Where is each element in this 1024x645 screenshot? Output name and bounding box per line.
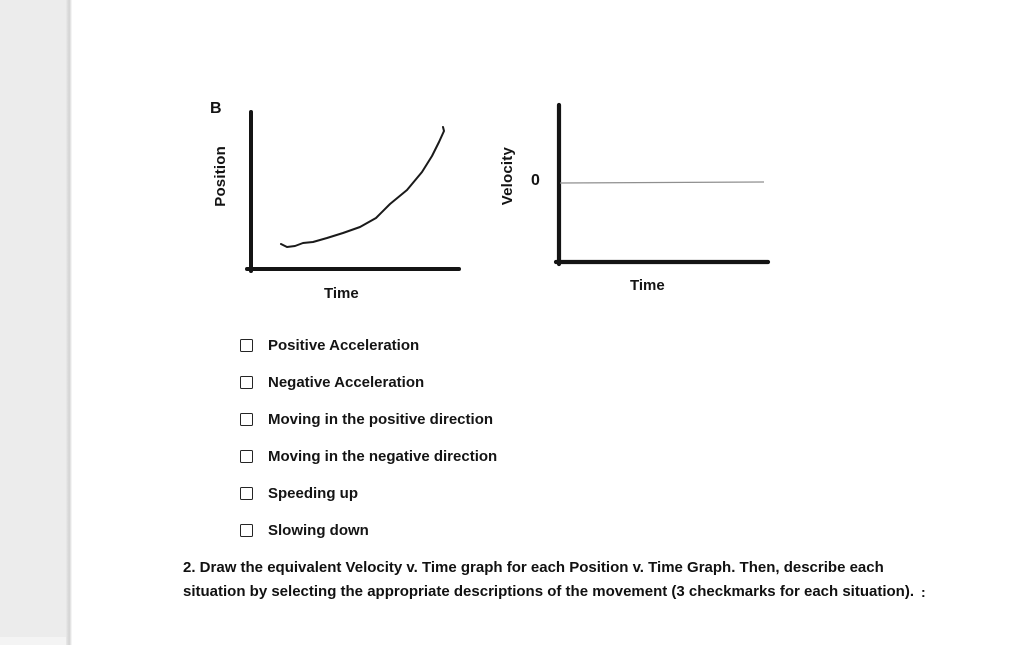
checklist-row-slowing-down: Slowing down xyxy=(240,512,660,549)
page-edge-shadow xyxy=(66,0,72,645)
zero-line xyxy=(559,181,765,184)
velocity-zero-tick: 0 xyxy=(531,172,540,189)
velocity-time-graph xyxy=(553,102,771,267)
movement-checklist: Positive Acceleration Negative Accelerat… xyxy=(240,327,660,549)
checkbox-label: Moving in the negative direction xyxy=(268,448,498,465)
instruction-line-1: 2. Draw the equivalent Velocity v. Time … xyxy=(183,559,884,576)
checkbox-label: Positive Acceleration xyxy=(268,337,420,354)
checklist-row-speeding-up: Speeding up xyxy=(240,475,660,512)
checkbox-label: Negative Acceleration xyxy=(268,374,425,391)
instruction-line-2: situation by selecting the appropriate d… xyxy=(183,582,926,600)
checklist-row-moving-positive: Moving in the positive direction xyxy=(240,401,660,438)
document-page xyxy=(72,0,1024,645)
graph-b-time-label: Time xyxy=(324,285,359,302)
checkbox[interactable] xyxy=(240,450,253,463)
checkbox[interactable] xyxy=(240,339,253,352)
checkbox-label: Slowing down xyxy=(268,522,369,539)
checkbox-label: Speeding up xyxy=(268,485,358,502)
cursor-mark: : xyxy=(921,583,926,600)
viewer-left-gutter-bottom xyxy=(0,637,66,645)
checklist-row-moving-negative: Moving in the negative direction xyxy=(240,438,660,475)
checkbox[interactable] xyxy=(240,524,253,537)
graph-b-label: B xyxy=(210,100,222,117)
graph-v-time-label: Time xyxy=(630,277,665,294)
checkbox-label: Moving in the positive direction xyxy=(268,411,494,428)
position-time-graph xyxy=(245,110,461,273)
viewer-left-gutter xyxy=(0,0,66,637)
checklist-row-negative-acceleration: Negative Acceleration xyxy=(240,364,660,401)
checkbox[interactable] xyxy=(240,487,253,500)
checklist-row-positive-acceleration: Positive Acceleration xyxy=(240,327,660,364)
position-curve xyxy=(280,126,445,248)
checkbox[interactable] xyxy=(240,413,253,426)
checkbox[interactable] xyxy=(240,376,253,389)
question-2-instruction: 2. Draw the equivalent Velocity v. Time … xyxy=(183,556,943,603)
